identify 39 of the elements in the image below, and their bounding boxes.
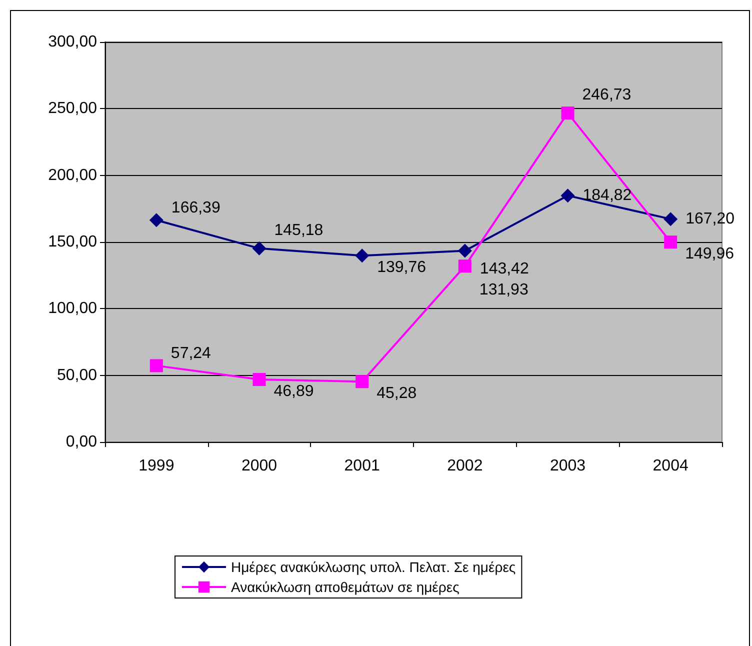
data-label: 57,24 <box>170 345 212 362</box>
data-label: 143,42 <box>480 260 529 278</box>
data-label: 45,28 <box>376 385 417 402</box>
point <box>664 212 678 226</box>
y-tick-label: 250,00 <box>48 100 98 118</box>
point <box>560 188 575 203</box>
y-tick-label: 50,00 <box>56 366 98 384</box>
data-label: 166,39 <box>171 200 220 217</box>
data-label: 149,96 <box>685 246 734 263</box>
point <box>458 260 472 273</box>
y-tick-label: 150,00 <box>48 234 98 250</box>
point <box>561 106 574 120</box>
point <box>149 213 164 228</box>
point <box>355 248 370 263</box>
data-label: 184,82 <box>582 187 632 204</box>
y-tick-label: 0,00 <box>66 434 98 450</box>
y-tick-label: 300,00 <box>48 34 98 50</box>
legend-label: Ημέρες ανακύκλωσης υπολ. Πελατ. Σε ημέρες <box>231 559 516 575</box>
x-tick-label: 2000 <box>241 458 278 474</box>
x-tick-label: 2004 <box>652 458 688 474</box>
x-tick-label: 2001 <box>344 458 380 474</box>
data-label: 145,18 <box>274 222 324 239</box>
legend-label: Ανακύκλωση αποθεμάτων σε ημέρες <box>231 579 460 595</box>
y-tick-label: 200,00 <box>48 166 98 184</box>
y-tick-label: 100,00 <box>48 300 98 318</box>
point <box>252 241 266 256</box>
point <box>458 244 472 258</box>
data-label: 131,93 <box>479 282 528 299</box>
data-label: 167,20 <box>686 210 735 228</box>
point <box>150 359 163 372</box>
x-tick-label: 2003 <box>550 458 586 474</box>
data-label: 46,89 <box>274 382 314 400</box>
point <box>664 236 678 249</box>
x-tick-label: 1999 <box>138 458 174 474</box>
point <box>252 372 266 386</box>
data-label: 246,73 <box>582 86 632 104</box>
data-label: 139,76 <box>377 259 426 276</box>
point <box>356 375 369 388</box>
x-tick-label: 2002 <box>447 458 483 474</box>
